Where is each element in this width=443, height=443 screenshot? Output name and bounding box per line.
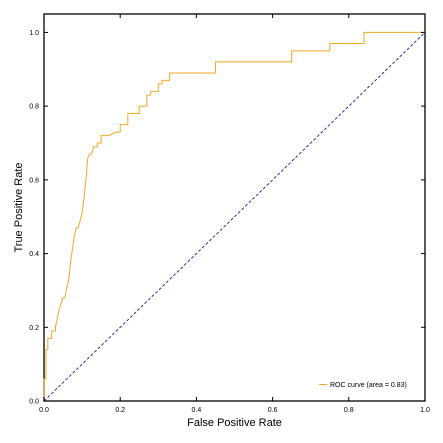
y-tick-label: 0.8 [29,104,39,111]
x-tick-label: 0.8 [344,407,354,414]
legend: ROC curve (area = 0.83) [319,382,407,389]
series-layer [43,31,426,402]
x-tick-label: 0.6 [268,407,278,414]
y-tick-label: 0.0 [29,399,39,406]
y-tick-label: 0.4 [29,251,39,258]
y-tick-label: 1.0 [29,30,39,37]
roc-curve-line [43,31,425,401]
y-tick-label: 0.6 [29,177,39,184]
x-tick-label: 0.4 [192,407,202,414]
y-tick-label: 0.2 [29,325,39,332]
x-tick-label: 0.2 [115,407,125,414]
x-tick-label: 1.0 [420,407,430,414]
plot-area [43,13,426,402]
x-tick-label: 0.0 [39,407,49,414]
plot-frame [43,13,426,402]
x-axis-label: False Positive Rate [187,417,282,429]
axes-layer: 0.0 0.2 0.4 0.6 0.8 1.0 0.0 0.2 0.4 0.6 0.8 1.0 [29,14,430,414]
legend-label: ROC curve (area = 0.83) [330,382,407,389]
y-axis-label: True Positive Rate [13,162,25,252]
chance-line [43,32,426,402]
